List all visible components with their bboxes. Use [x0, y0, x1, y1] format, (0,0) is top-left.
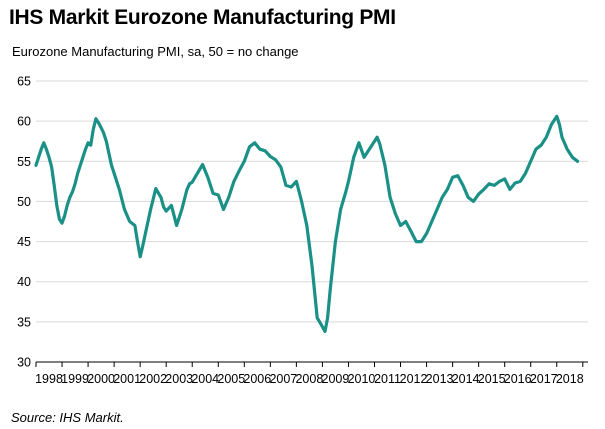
x-tick-label-2006: 2006: [243, 372, 271, 386]
x-tick-label-2005: 2005: [217, 372, 245, 386]
x-tick-label-2016: 2016: [504, 372, 532, 386]
y-tick-label-45: 45: [17, 235, 31, 249]
y-tick-label-65: 65: [17, 75, 31, 89]
x-tick-label-2009: 2009: [322, 372, 350, 386]
x-tick-label-2013: 2013: [426, 372, 454, 386]
y-tick-label-60: 60: [17, 115, 31, 129]
x-tick-label-2012: 2012: [400, 372, 428, 386]
x-tick-label-2011: 2011: [374, 372, 401, 386]
tick-labels: 30 35 40 45 50 55 60 65 199819992000200120022003…: [17, 75, 584, 387]
x-tick-label-2018: 2018: [556, 372, 584, 386]
axes: [35, 361, 588, 367]
x-tick-label-2001: 2001: [113, 372, 141, 386]
y-tick-label-30: 30: [17, 356, 31, 370]
y-tick-label-50: 50: [17, 195, 31, 209]
y-tick-label-40: 40: [17, 275, 31, 289]
y-tick-label-55: 55: [17, 155, 31, 169]
source-note: Source: IHS Markit.: [11, 410, 124, 425]
chart-title: IHS Markit Eurozone Manufacturing PMI: [9, 6, 396, 29]
series-layer: [34, 114, 580, 334]
x-tick-label-2004: 2004: [191, 372, 219, 386]
x-tick-label-2008: 2008: [295, 372, 323, 386]
gridlines: [36, 80, 588, 323]
x-tick-label-2015: 2015: [478, 372, 506, 386]
x-tick-label-2000: 2000: [87, 372, 115, 386]
x-tick-label-2017: 2017: [530, 372, 558, 386]
series-line-0: [34, 114, 580, 334]
y-tick-label-35: 35: [17, 315, 31, 329]
x-tick-label-1998: 1998: [35, 372, 63, 386]
x-tick-label-1999: 1999: [61, 372, 89, 386]
x-tick-label-2002: 2002: [139, 372, 167, 386]
x-tick-label-2014: 2014: [452, 372, 480, 386]
x-tick-label-2003: 2003: [165, 372, 193, 386]
x-tick-label-2007: 2007: [269, 372, 297, 386]
x-tick-label-2010: 2010: [348, 372, 376, 386]
chart-subtitle: Eurozone Manufacturing PMI, sa, 50 = no …: [12, 44, 299, 59]
